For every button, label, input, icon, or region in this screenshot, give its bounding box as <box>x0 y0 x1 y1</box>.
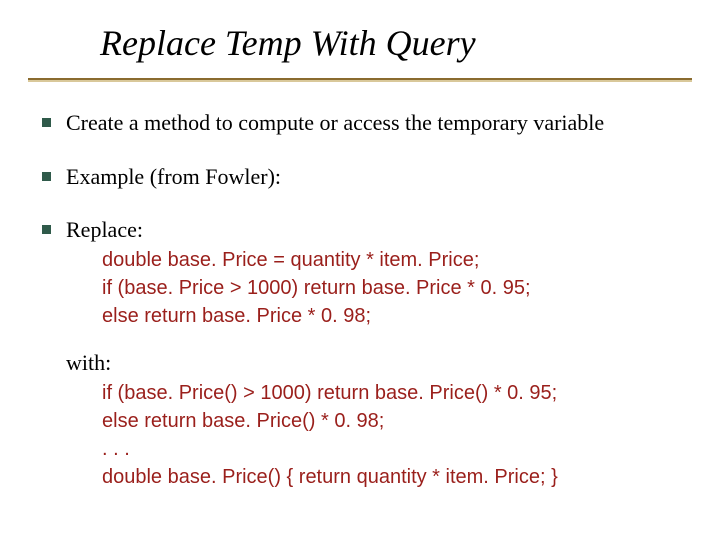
code-line: if (base. Price > 1000) return base. Pri… <box>102 274 692 302</box>
bullet-item: Create a method to compute or access the… <box>28 108 692 138</box>
slide: Replace Temp With Query Create a method … <box>0 0 720 540</box>
code-line: else return base. Price * 0. 98; <box>102 302 692 330</box>
code-line: . . . <box>102 435 692 463</box>
with-code-block: with: if (base. Price() > 1000) return b… <box>66 348 692 491</box>
replace-lead: Replace: <box>66 215 692 246</box>
bullet-text: Create a method to compute or access the… <box>66 110 604 135</box>
code-line: double base. Price() { return quantity *… <box>102 463 692 491</box>
code-line: else return base. Price() * 0. 98; <box>102 407 692 435</box>
replace-code-block: Replace: double base. Price = quantity *… <box>66 215 692 330</box>
slide-title: Replace Temp With Query <box>100 22 692 64</box>
with-lead: with: <box>66 348 692 379</box>
with-block: with: if (base. Price() > 1000) return b… <box>66 348 692 491</box>
bullet-list: Create a method to compute or access the… <box>28 108 692 330</box>
title-underline-shadow <box>28 80 692 82</box>
bullet-text: Example (from Fowler): <box>66 164 281 189</box>
title-underline-main <box>28 78 692 80</box>
bullet-item: Example (from Fowler): <box>28 162 692 192</box>
code-line: if (base. Price() > 1000) return base. P… <box>102 379 692 407</box>
title-underline <box>28 78 692 84</box>
bullet-item-replace: Replace: double base. Price = quantity *… <box>28 215 692 330</box>
code-line: double base. Price = quantity * item. Pr… <box>102 246 692 274</box>
